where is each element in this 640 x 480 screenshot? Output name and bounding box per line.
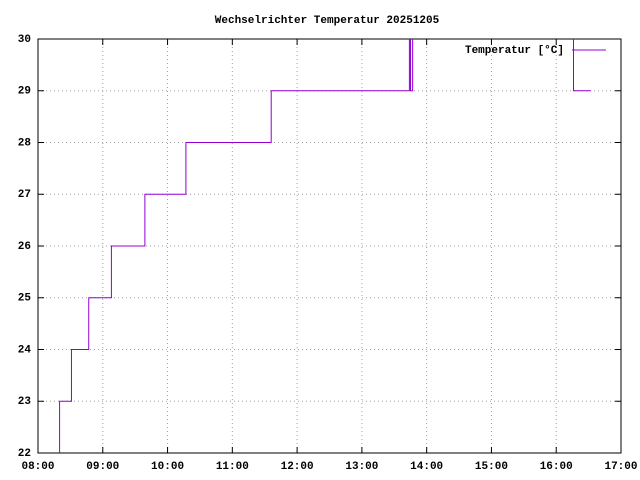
x-tick-label: 17:00 — [604, 461, 637, 473]
x-tick-label: 14:00 — [410, 461, 443, 473]
y-tick-label: 30 — [18, 34, 31, 46]
y-tick-label: 28 — [18, 137, 32, 149]
x-tick-label: 16:00 — [540, 461, 573, 473]
x-tick-label: 13:00 — [345, 461, 378, 473]
x-tick-label: 08:00 — [21, 461, 54, 473]
x-tick-label: 15:00 — [475, 461, 508, 473]
y-tick-label: 24 — [18, 344, 32, 356]
y-tick-label: 22 — [18, 448, 31, 460]
y-tick-label: 26 — [18, 241, 31, 253]
x-tick-label: 11:00 — [216, 461, 249, 473]
y-tick-label: 29 — [18, 86, 31, 98]
x-tick-label: 10:00 — [151, 461, 184, 473]
y-tick-label: 25 — [18, 293, 32, 305]
plot-frame — [37, 38, 622, 454]
x-tick-label: 09:00 — [86, 461, 119, 473]
y-tick-label: 27 — [18, 189, 31, 201]
legend-label: Temperatur [°C] — [465, 45, 564, 57]
y-tick-label: 23 — [18, 396, 32, 408]
chart-title: Wechselrichter Temperatur 20251205 — [215, 15, 440, 27]
x-tick-label: 12:00 — [281, 461, 314, 473]
data-line — [59, 39, 591, 453]
